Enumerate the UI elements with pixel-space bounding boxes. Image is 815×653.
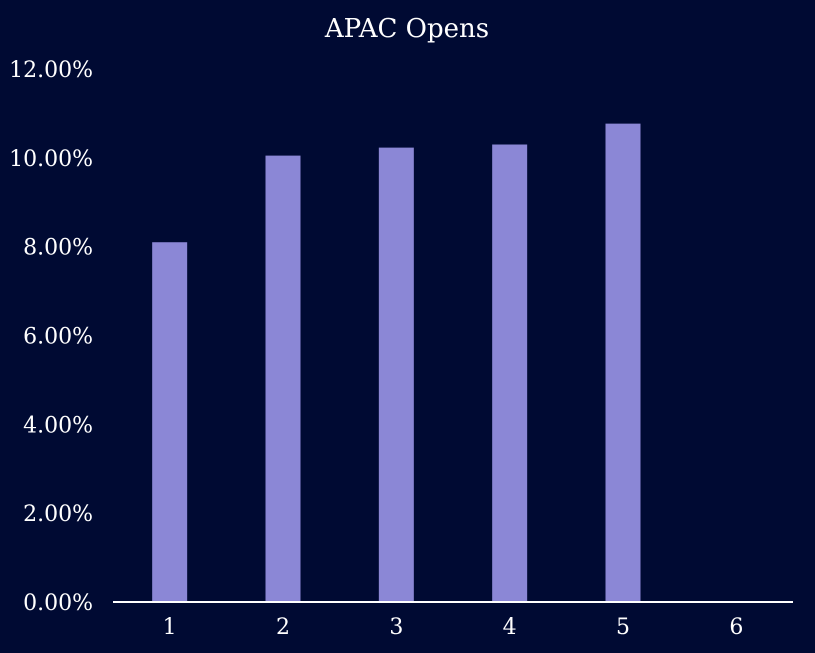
bar-2	[265, 155, 301, 603]
bars	[152, 123, 641, 603]
x-tick-label: 2	[276, 615, 290, 640]
x-tick-label: 1	[163, 615, 177, 640]
y-tick-label: 0.00%	[23, 591, 93, 616]
y-axis-ticks: 0.00% 2.00% 4.00% 6.00% 8.00% 10.00% 12.00%	[9, 58, 93, 616]
bar-3	[378, 147, 414, 602]
y-tick-label: 6.00%	[23, 325, 93, 350]
x-tick-label: 5	[616, 615, 630, 640]
bar-4	[492, 144, 528, 602]
y-tick-label: 2.00%	[23, 502, 93, 527]
x-axis-ticks: 1 2 3 4 5 6	[163, 615, 744, 640]
bar-1	[152, 242, 188, 602]
y-tick-label: 4.00%	[23, 413, 93, 438]
y-tick-label: 8.00%	[23, 236, 93, 261]
y-tick-label: 12.00%	[9, 58, 93, 83]
x-tick-label: 6	[729, 615, 743, 640]
bar-5	[605, 123, 641, 602]
y-tick-label: 10.00%	[9, 147, 93, 172]
chart-title: APAC Opens	[324, 14, 489, 44]
x-tick-label: 3	[389, 615, 403, 640]
x-tick-label: 4	[503, 615, 517, 640]
